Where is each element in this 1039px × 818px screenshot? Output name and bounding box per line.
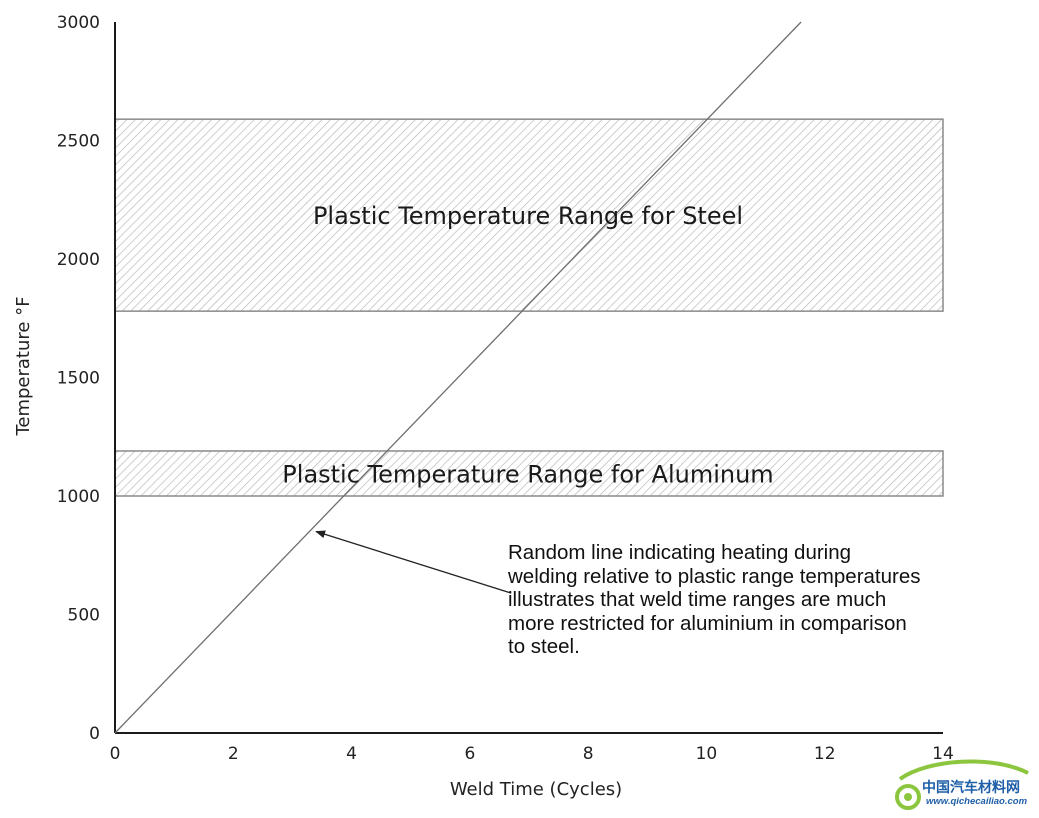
x-tick-label: 0: [110, 744, 121, 764]
x-tick-label: 8: [583, 744, 594, 764]
x-tick-labels: 0 2 4 6 8 10 12 14: [110, 744, 954, 764]
y-tick-label: 3000: [57, 13, 100, 33]
x-tick-label: 4: [346, 744, 357, 764]
watermark-logo: 中国汽车材料网 www.qichecailiao.com: [888, 757, 1033, 813]
y-tick-label: 500: [68, 606, 100, 626]
y-tick-label: 1500: [57, 369, 100, 389]
watermark-url: www.qichecailiao.com: [926, 796, 1028, 807]
bands-layer: [114, 118, 944, 497]
watermark-text: 中国汽车材料网: [922, 780, 1020, 796]
arrow-layer: [315, 530, 512, 594]
annotation-arrow: [315, 530, 512, 594]
band-1: [114, 450, 944, 497]
x-tick-label: 14: [932, 744, 954, 764]
annotation-line: more restricted for aluminium in compari…: [508, 611, 907, 635]
y-tick-label: 2500: [57, 132, 100, 152]
y-tick-label: 1000: [57, 487, 100, 507]
x-tick-label: 6: [464, 744, 475, 764]
series-layer: [114, 21, 802, 734]
y-tick-label: 0: [89, 724, 100, 744]
annotation-line: welding relative to plastic range temper…: [508, 564, 921, 588]
x-tick-label: 2: [228, 744, 239, 764]
x-tick-label: 12: [814, 744, 836, 764]
annotation-line: Random line indicating heating during: [508, 541, 852, 564]
series-line-0: [114, 21, 802, 734]
band-label-1: Plastic Temperature Range for Aluminum: [282, 460, 773, 488]
annotation-line: to steel.: [508, 635, 580, 658]
y-tick-labels: 0 500 1000 1500 2000 2500 3000: [57, 13, 100, 744]
annotation-line: illustrates that weld time ranges are mu…: [508, 588, 887, 611]
y-axis-title: Temperature °F: [13, 296, 34, 436]
band-labels-layer: Plastic Temperature Range for Steel Plast…: [282, 202, 773, 488]
x-axis-title: Weld Time (Cycles): [450, 779, 622, 800]
band-0: [114, 118, 944, 312]
annotation-text: Random line indicating heating during we…: [508, 541, 998, 659]
band-label-0: Plastic Temperature Range for Steel: [313, 202, 743, 230]
watermark-car-icon: [895, 759, 1029, 810]
y-tick-label: 2000: [57, 250, 100, 270]
x-tick-label: 10: [696, 744, 718, 764]
